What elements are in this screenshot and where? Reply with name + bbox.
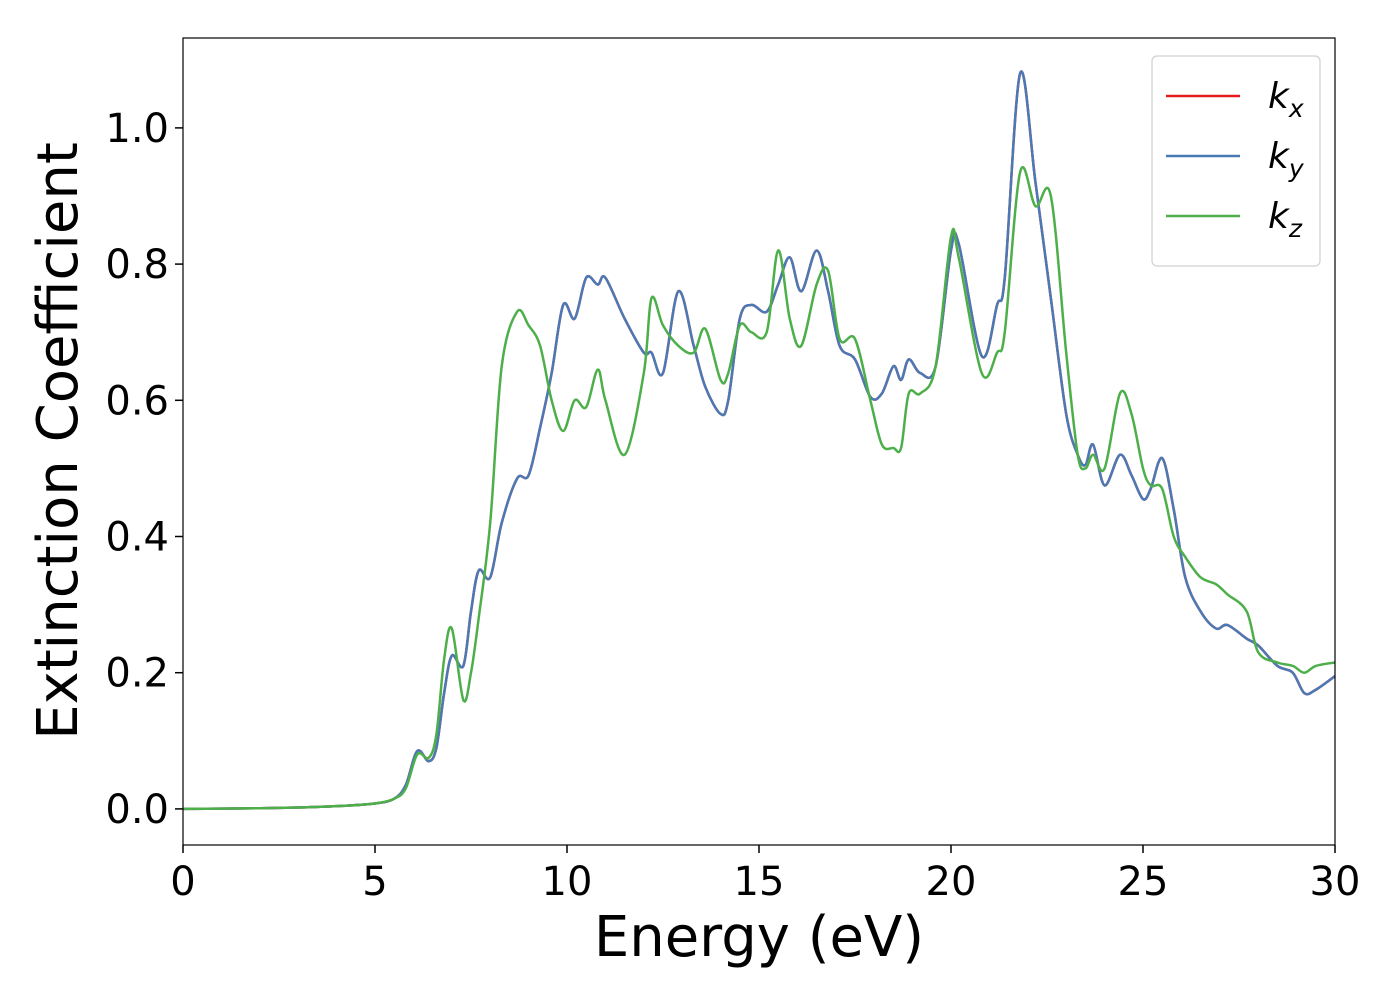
y-tick-label: 0.2 — [105, 651, 169, 697]
x-tick-label: 5 — [362, 859, 387, 905]
x-tick-label: 15 — [734, 859, 785, 905]
y-tick-label: 1.0 — [105, 106, 169, 152]
legend-label: kz — [1268, 196, 1303, 243]
x-axis-label: Energy (eV) — [594, 905, 924, 970]
legend-box — [1151, 55, 1321, 267]
y-tick-label: 0.8 — [105, 242, 169, 288]
series-line — [183, 166, 1335, 811]
x-tick-label: 30 — [1310, 859, 1361, 905]
plot-frame — [182, 37, 1336, 846]
y-tick-label: 0.0 — [105, 787, 169, 833]
y-axis-label: Extinction Coefficient — [26, 142, 91, 740]
legend-label: ky — [1268, 136, 1305, 183]
x-tick-label: 20 — [926, 859, 977, 905]
x-tick-label: 0 — [170, 859, 195, 905]
y-tick-label: 0.4 — [105, 515, 169, 561]
series-line — [183, 70, 1335, 811]
y-tick-label: 0.6 — [105, 378, 169, 424]
legend-label: kx — [1268, 76, 1304, 123]
x-tick-label: 10 — [542, 859, 593, 905]
x-tick-label: 25 — [1118, 859, 1169, 905]
